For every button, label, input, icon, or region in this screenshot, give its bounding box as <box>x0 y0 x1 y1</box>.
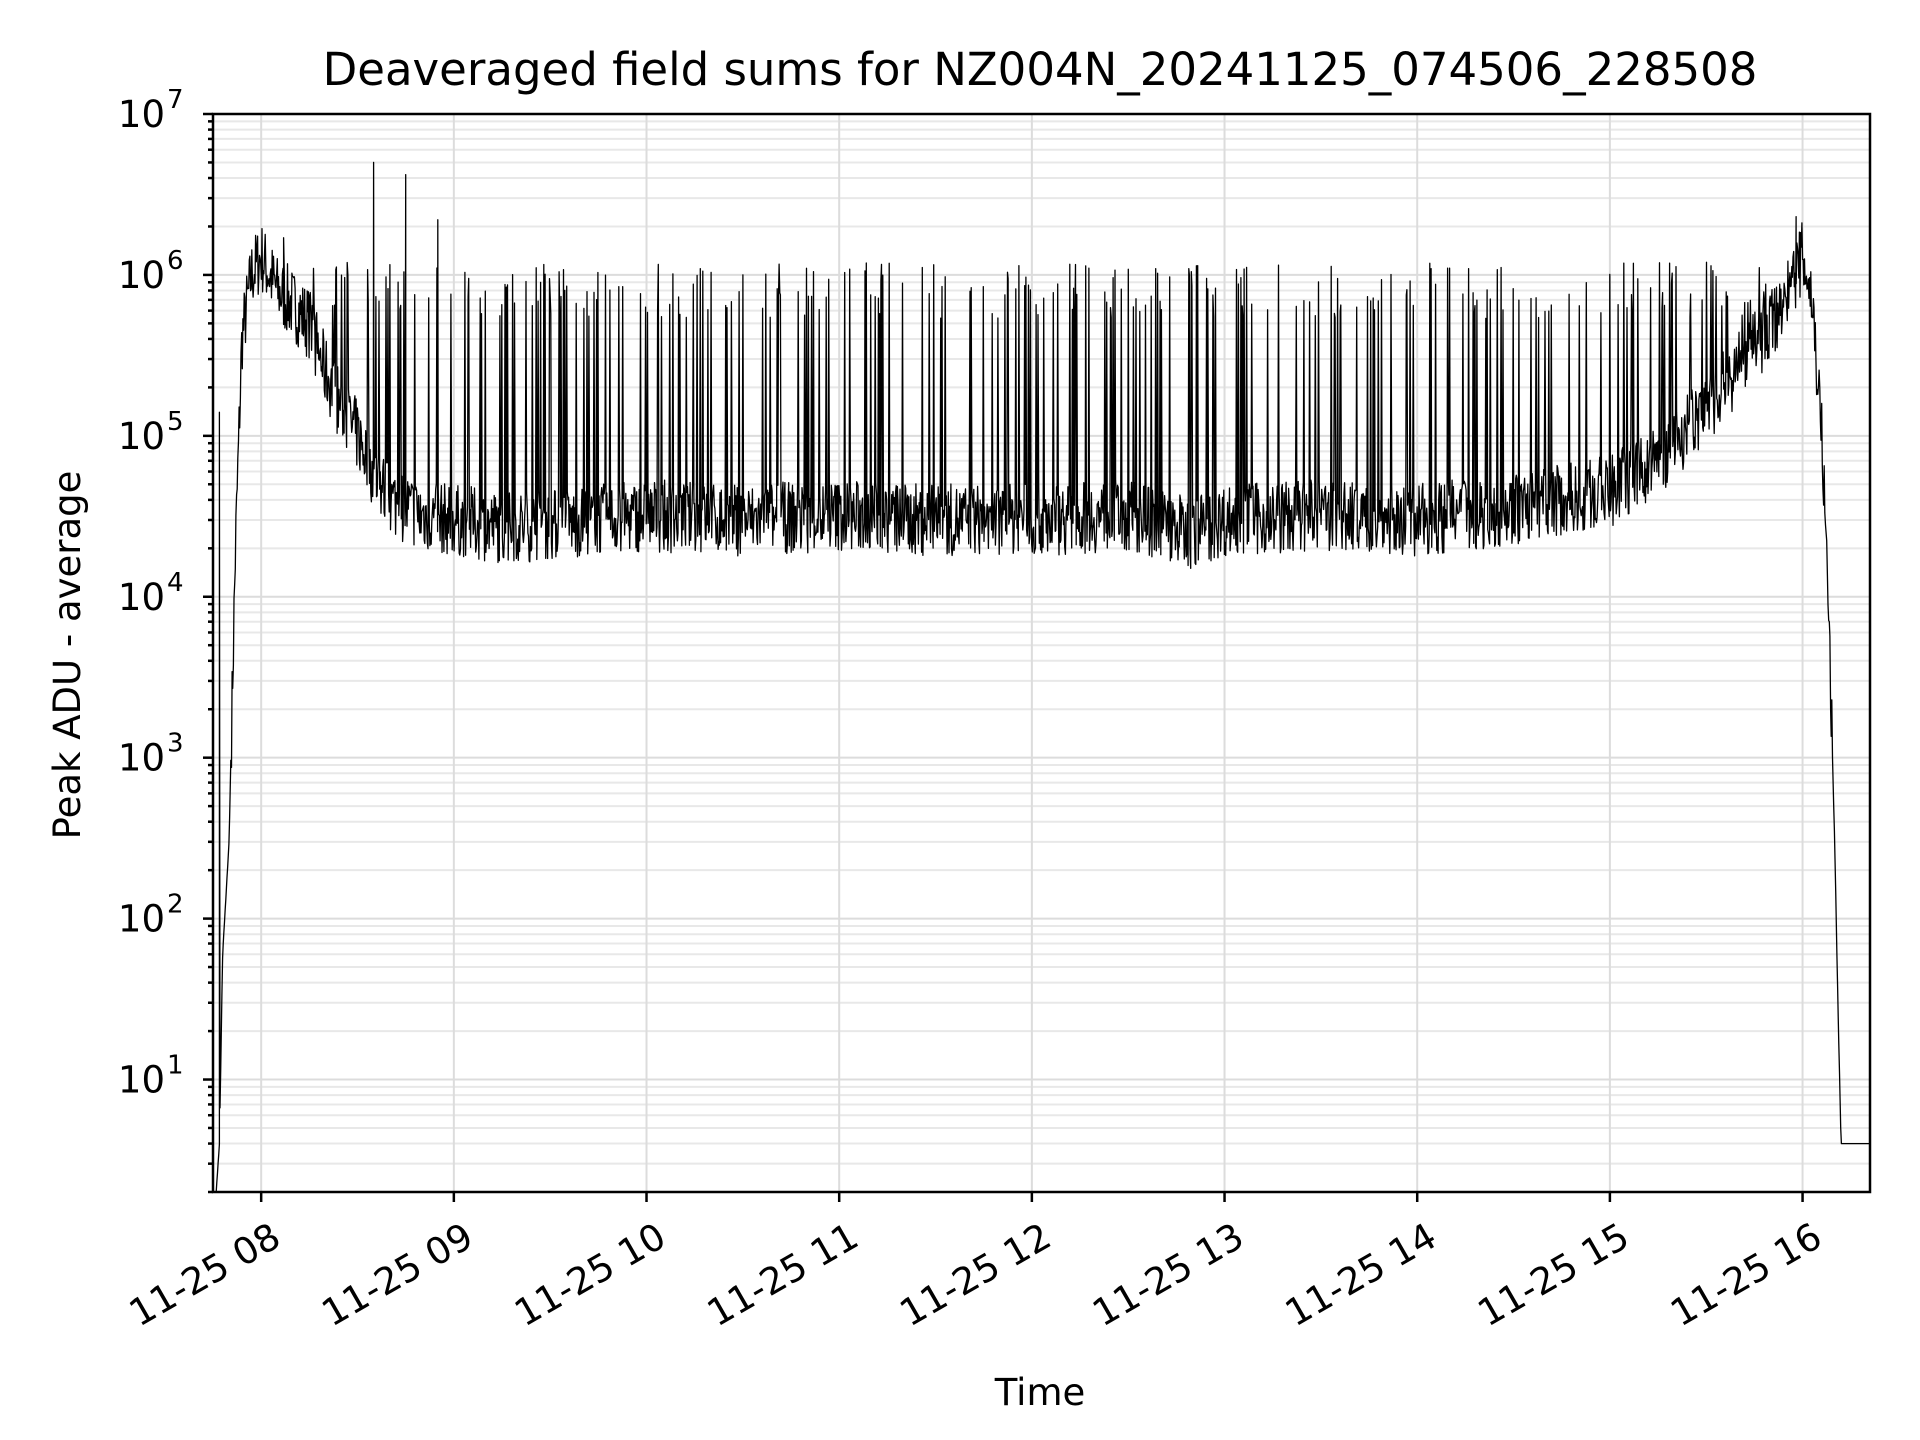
y-axis-label: Peak ADU - average <box>46 471 89 840</box>
plot-area <box>215 161 1871 1193</box>
x-tick-label: 11-25 15 <box>1471 1215 1637 1335</box>
y-tick-label: 10 <box>118 415 165 458</box>
y-tick-label-exponent: 4 <box>167 568 184 598</box>
x-tick-label: 11-25 09 <box>315 1215 481 1335</box>
x-tick-label: 11-25 13 <box>1085 1215 1251 1335</box>
grid <box>213 113 1870 1193</box>
y-tick-label: 10 <box>118 93 165 136</box>
x-tick-label: 11-25 16 <box>1663 1215 1829 1335</box>
chart-title: Deaveraged field sums for NZ004N_2024112… <box>323 43 1758 96</box>
plot-frame <box>211 112 1872 1194</box>
x-axis-label: Time <box>994 1371 1086 1414</box>
y-tick-label-exponent: 1 <box>167 1051 184 1081</box>
x-axis: 11-25 08 11-25 09 11-25 10 11-25 11 11-25 12… <box>122 1192 1829 1335</box>
x-tick-label: 11-25 11 <box>700 1215 866 1335</box>
y-tick-label: 10 <box>118 576 165 619</box>
y-tick-label-exponent: 2 <box>167 890 184 920</box>
x-tick-label: 11-25 10 <box>507 1215 673 1335</box>
y-tick-label-exponent: 6 <box>167 246 184 276</box>
y-tick-label: 10 <box>118 1059 165 1102</box>
x-tick-label: 11-25 12 <box>893 1215 1059 1335</box>
y-tick-label: 10 <box>118 737 165 780</box>
x-tick-label: 11-25 14 <box>1278 1215 1444 1335</box>
y-tick-label-exponent: 3 <box>167 729 184 759</box>
series-line <box>215 161 1871 1193</box>
y-tick-label-exponent: 5 <box>167 407 184 437</box>
x-tick-label: 11-25 08 <box>122 1215 288 1335</box>
y-tick-label: 10 <box>118 898 165 941</box>
y-tick-label: 10 <box>118 254 165 297</box>
y-tick-label-exponent: 7 <box>167 85 184 115</box>
